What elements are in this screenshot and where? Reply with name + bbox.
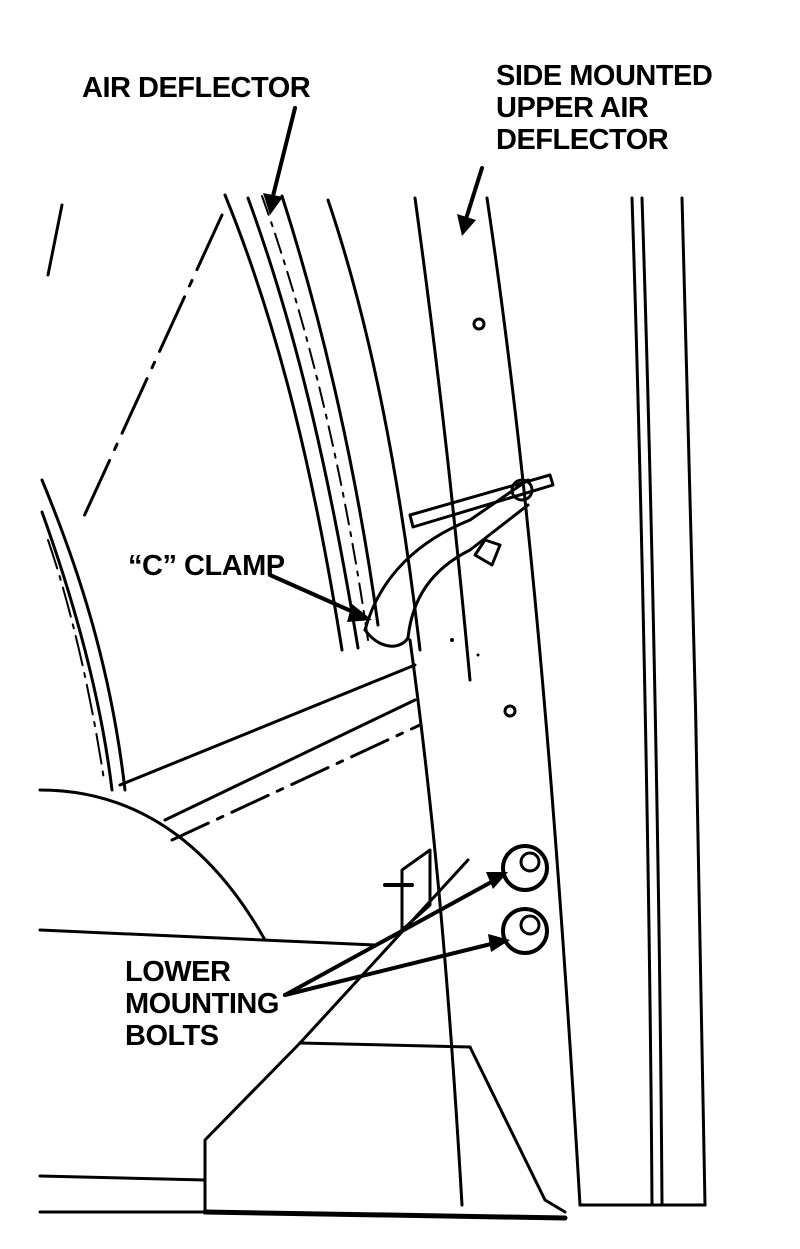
air-deflector-text: AIR DEFLECTOR (82, 72, 311, 104)
lower-mounting-bolts (501, 844, 549, 955)
air-deflector-label: AIR DEFLECTOR (82, 72, 311, 104)
bolts-line-2: MOUNTING (125, 988, 279, 1020)
lower-mounting-bolts-label: LOWER MOUNTING BOLTS (125, 956, 279, 1052)
lower-trim-panel (38, 1041, 568, 1221)
c-clamp-text: “C” CLAMP (128, 550, 285, 582)
window-frame-dashed-edge (46, 203, 224, 527)
bolts-line-3: BOLTS (125, 1020, 219, 1052)
air-deflector-strips (223, 193, 472, 682)
right-window-frame (578, 196, 707, 1207)
side-mounted-line-3: DEFLECTOR (496, 124, 669, 156)
sill-and-seat (38, 663, 422, 947)
bolts-line-1: LOWER (125, 956, 231, 988)
lower-bracket (298, 848, 470, 1045)
c-clamp (363, 473, 555, 648)
left-window-post (40, 478, 127, 792)
c-clamp-label: “C” CLAMP (128, 550, 285, 582)
side-mounted-line-2: UPPER AIR (496, 92, 649, 124)
callout-arrows (263, 106, 510, 997)
side-mounted-line-1: SIDE MOUNTED (496, 60, 713, 92)
side-mounted-deflector-label: SIDE MOUNTED UPPER AIR DEFLECTOR (496, 60, 713, 156)
side-mounted-upper-deflector (408, 196, 582, 1207)
